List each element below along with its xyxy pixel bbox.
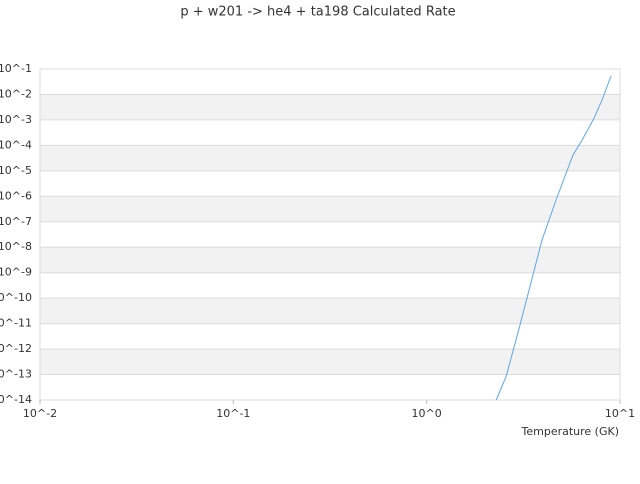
y-tick-label: 10^-7 <box>0 215 32 228</box>
x-tick-label: 10^0 <box>412 407 442 420</box>
grid-band <box>40 298 620 324</box>
x-tick-label: 10^-2 <box>23 407 57 420</box>
y-tick-label: 10^-4 <box>0 138 32 151</box>
y-tick-label: 10^-10 <box>0 291 32 304</box>
y-tick-label: 10^-11 <box>0 317 32 330</box>
y-tick-label: 10^-9 <box>0 266 32 279</box>
grid-band <box>40 145 620 171</box>
chart-title: p + w201 -> he4 + ta198 Calculated Rate <box>180 5 455 20</box>
y-tick-label: 10^-6 <box>0 189 32 202</box>
grid-band <box>40 349 620 375</box>
y-tick-label: 10^-14 <box>0 393 32 406</box>
grid-band <box>40 94 620 120</box>
data-line <box>495 75 612 401</box>
grid-band <box>40 247 620 273</box>
y-tick-label: 10^-2 <box>0 87 32 100</box>
y-tick-label: 10^-13 <box>0 368 32 381</box>
grid-band <box>40 196 620 222</box>
x-axis-label: Temperature (GK) <box>521 425 620 438</box>
y-tick-label: 10^-12 <box>0 342 32 355</box>
x-tick-label: 10^-1 <box>216 407 250 420</box>
plot-frame <box>39 68 621 401</box>
y-tick-label: 10^-1 <box>0 62 32 75</box>
x-tick-label: 10^1 <box>605 407 635 420</box>
y-tick-label: 10^-8 <box>0 240 32 253</box>
y-tick-label: 10^-3 <box>0 113 32 126</box>
y-tick-label: 10^-5 <box>0 164 32 177</box>
